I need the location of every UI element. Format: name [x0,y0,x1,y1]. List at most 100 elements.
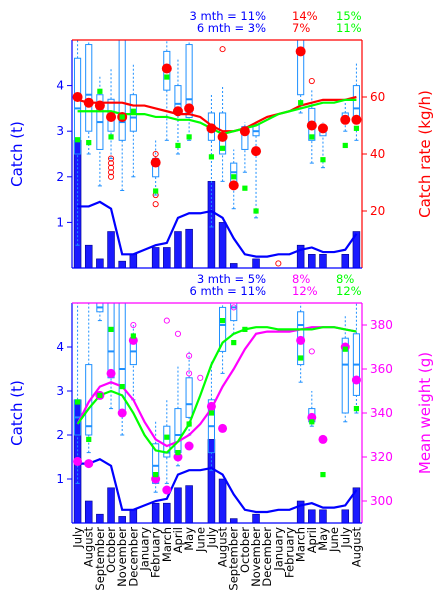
outlier-point [107,155,115,162]
month-label: July [338,527,352,549]
box-body [174,85,182,109]
green-line [76,326,357,454]
catch-bar [185,228,193,269]
catch-bar [174,231,182,269]
right-tick-label: 320 [370,450,393,464]
data-point [153,472,159,478]
data-point [153,188,159,194]
data-point [72,92,83,102]
data-point [184,103,195,114]
panel-top: 1 2 3 4 20 40 60 Catch (t) Catch rate (kg/h) 3 mt… [8,9,434,269]
data-point [219,145,226,151]
catch-bar [151,247,160,269]
right-axis-label: Catch rate (kg/h) [416,90,434,218]
outlier-point [107,169,115,176]
month-label: October [104,527,118,573]
left-tick-label: 4 [56,340,64,354]
month-label: October [238,527,252,573]
stat-label: 3 mth = 11% [190,9,267,23]
catch-bar [319,254,327,269]
data-point [86,436,92,442]
data-point [164,434,170,440]
stat-value: 11% [336,21,362,35]
catch-bar [185,485,193,524]
outlier-point [275,260,282,267]
outlier-point [197,374,204,381]
outlier-point [107,164,115,171]
data-point [306,120,317,131]
data-point [94,100,105,111]
box-body [74,57,82,155]
data-point [318,434,328,444]
box-body [174,408,182,454]
month-labels: JulyAugustSeptemberOctoberNovemberDecemb… [71,527,364,591]
stat-label: 6 mth = 11% [190,284,267,298]
catch-bar [118,516,126,524]
outliers [130,304,315,381]
catch-bar [308,509,316,524]
month-label: December [260,527,274,587]
box-body [341,337,349,414]
green-points [74,74,360,214]
data-point [239,126,250,137]
box-body [163,425,171,458]
left-tick-label: 1 [56,472,64,486]
catch-bar [341,509,350,524]
data-point [231,174,237,180]
catch-trend-line [77,457,358,514]
data-point [228,180,239,191]
month-label: July [71,527,85,549]
right-tick-label: 380 [370,318,393,332]
right-tick-label: 20 [370,204,385,218]
month-label: September [93,527,107,591]
catch-bar [229,518,238,524]
outlier-point [308,77,315,85]
data-point [242,185,248,191]
catch-bar [207,439,216,524]
data-point [164,74,170,80]
data-point [106,368,116,378]
data-point [172,106,183,117]
stat-label: 3 mth = 5% [197,272,266,286]
data-point [83,97,94,108]
outlier-point [107,160,115,167]
catch-bar [341,254,350,269]
outlier-point [186,370,193,377]
data-point [162,485,172,495]
data-point [298,355,304,361]
data-point [175,450,181,456]
data-point [130,108,136,114]
data-point [119,384,125,390]
data-point [309,134,315,140]
catch-bar [252,258,260,269]
catch-bar [229,263,238,269]
catch-bar [107,231,115,269]
outlier-point [130,321,137,329]
data-point [251,146,262,157]
catch-bar [129,509,138,524]
data-point [342,142,348,149]
left-tick-label: 2 [56,170,64,184]
outlier-point [107,173,115,180]
outlier-point [230,304,237,311]
stat-label: 6 mth = 3% [197,21,266,35]
left-tick-label: 3 [56,384,64,398]
catch-bar [163,502,171,524]
data-point [175,142,181,149]
stat-value: 14% [292,9,318,23]
catch-bar [319,509,327,524]
catch-bar [174,487,182,524]
data-point [117,408,127,418]
box-body [85,364,93,436]
data-point [219,318,226,324]
data-point [108,326,114,332]
month-label: December [126,527,140,587]
right-tick-label: 360 [370,362,393,376]
catch-bar [96,258,104,269]
data-point [296,335,306,345]
right-axis-label: Mean weight (g) [416,352,434,474]
stat-value: 12% [292,284,318,298]
catch-bar [218,222,227,269]
data-point [86,140,92,146]
stat-value: 15% [336,9,362,23]
